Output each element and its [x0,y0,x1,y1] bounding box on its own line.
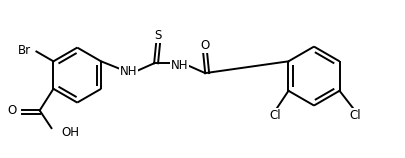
Text: OH: OH [61,126,79,139]
Text: Br: Br [17,44,30,57]
Text: S: S [154,29,161,42]
Text: O: O [200,39,209,52]
Text: O: O [8,104,17,117]
Text: Cl: Cl [268,109,280,122]
Text: NH: NH [171,59,188,72]
Text: NH: NH [119,65,137,78]
Text: Cl: Cl [349,109,360,122]
